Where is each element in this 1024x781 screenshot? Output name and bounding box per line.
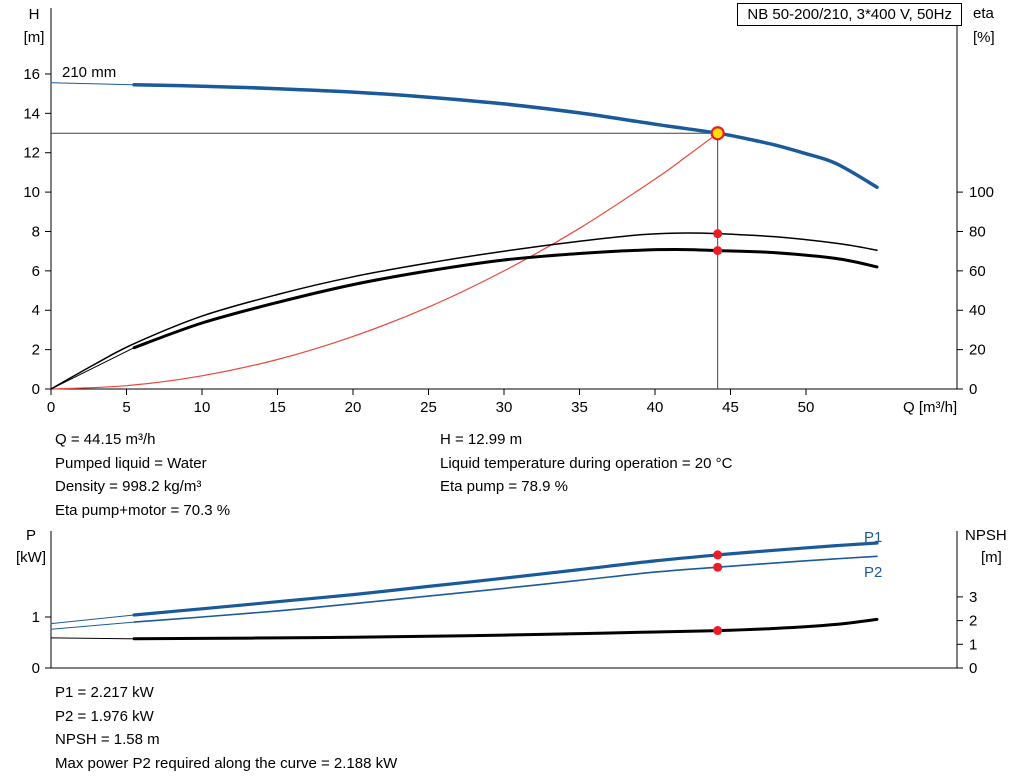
system-curve [50, 132, 719, 390]
q-value-line: Q = 44.15 m³/h [55, 431, 156, 448]
x-tick-label: 5 [122, 399, 130, 416]
eta-pump-line: Eta pump = 78.9 % [440, 478, 568, 495]
right-tick-label: 60 [969, 263, 986, 280]
pumped-liquid-line: Pumped liquid = Water [55, 454, 207, 472]
left-tick-label: 0 [32, 660, 40, 677]
p2-leadin [50, 621, 135, 630]
x-tick-label: 25 [420, 399, 437, 416]
npsh-value-line: NPSH = 1.58 m [55, 731, 160, 748]
duty-point [710, 126, 725, 141]
eta-pump-motor-leadin [50, 347, 135, 390]
h-axis-name: H [28, 6, 40, 23]
eta-pump-motor-line: Eta pump+motor = 70.3 % [55, 501, 231, 519]
p1-series-label: P1 [864, 529, 882, 546]
left-tick-label: 14 [23, 105, 40, 122]
x-tick-label: 10 [194, 399, 211, 416]
right-tick-label: 1 [969, 636, 977, 653]
npsh-axis-name: NPSH [965, 527, 1007, 544]
left-tick-label: 12 [23, 145, 40, 162]
right-tick-label: 0 [969, 381, 977, 398]
eta-pump-motor-curve [132, 248, 879, 350]
right-tick-label: 20 [969, 342, 986, 359]
left-tick-label: 1 [32, 609, 40, 626]
p1-duty-dot [713, 550, 723, 560]
max-power-line: Max power P2 required along the curve = … [55, 754, 398, 772]
x-tick-label: 35 [571, 399, 588, 416]
npsh-leadin [50, 637, 135, 640]
head-curve-210mm [132, 83, 879, 189]
left-tick-label: 10 [23, 184, 40, 201]
eta-pump-curve [50, 232, 878, 390]
p2-curve [133, 555, 878, 623]
npsh-duty-dot [713, 626, 723, 636]
p-axis-unit: [kW] [16, 549, 46, 566]
npsh-curve [132, 617, 879, 641]
p2-value-line: P2 = 1.976 kW [55, 707, 154, 725]
eta-axis-name: eta [973, 5, 994, 22]
p2-series-label: P2 [864, 564, 882, 581]
q-axis-label: Q [m³/h] [903, 399, 958, 416]
density-line: Density = 998.2 kg/m³ [55, 478, 202, 495]
x-tick-label: 0 [47, 399, 55, 416]
x-tick-label: 15 [269, 399, 286, 416]
h-axis-unit: [m] [23, 29, 45, 46]
power-info-column: P1 = 2.217 kW P2 = 1.976 kW NPSH = 1.58 … [55, 681, 397, 775]
h-value-line: H = 12.99 m [440, 431, 523, 448]
head-curve-leadin [50, 82, 135, 86]
left-tick-label: 4 [32, 302, 40, 319]
left-tick-label: 0 [32, 381, 40, 398]
left-tick-label: 16 [23, 66, 40, 83]
right-tick-label: 40 [969, 302, 986, 319]
right-tick-label: 80 [969, 223, 986, 240]
p2-duty-dot [713, 562, 723, 572]
npsh-axis-unit: [m] [981, 549, 1002, 566]
x-tick-label: 40 [647, 399, 664, 416]
left-tick-label: 6 [32, 263, 40, 280]
eta-axis-unit: [%] [973, 29, 995, 46]
left-tick-label: 2 [32, 342, 40, 359]
right-tick-label: 100 [969, 184, 994, 201]
duty-info-right-column: H = 12.99 m Liquid temperature during op… [440, 428, 732, 499]
x-tick-label: 30 [496, 399, 513, 416]
pump-model-badge: NB 50-200/210, 3*400 V, 50Hz [737, 3, 962, 26]
eta-pump-motor-duty-dot [713, 246, 723, 256]
x-tick-label: 50 [798, 399, 815, 416]
p-axis-name: P [25, 527, 36, 544]
left-tick-label: 8 [32, 223, 40, 240]
p1-leadin [50, 614, 135, 625]
x-tick-label: 20 [345, 399, 362, 416]
x-tick-label: 45 [722, 399, 739, 416]
right-tick-label: 2 [969, 613, 977, 630]
right-tick-label: 3 [969, 589, 977, 606]
p1-curve [132, 541, 879, 617]
impeller-diameter-label: 210 mm [62, 64, 116, 81]
duty-info-left-column: Q = 44.15 m³/h Pumped liquid = Water Den… [55, 428, 230, 522]
liquid-temperature-line: Liquid temperature during operation = 20… [440, 454, 733, 472]
p1-value-line: P1 = 2.217 kW [55, 684, 154, 701]
eta-pump-duty-dot [713, 229, 723, 239]
right-tick-label: 0 [969, 660, 977, 677]
